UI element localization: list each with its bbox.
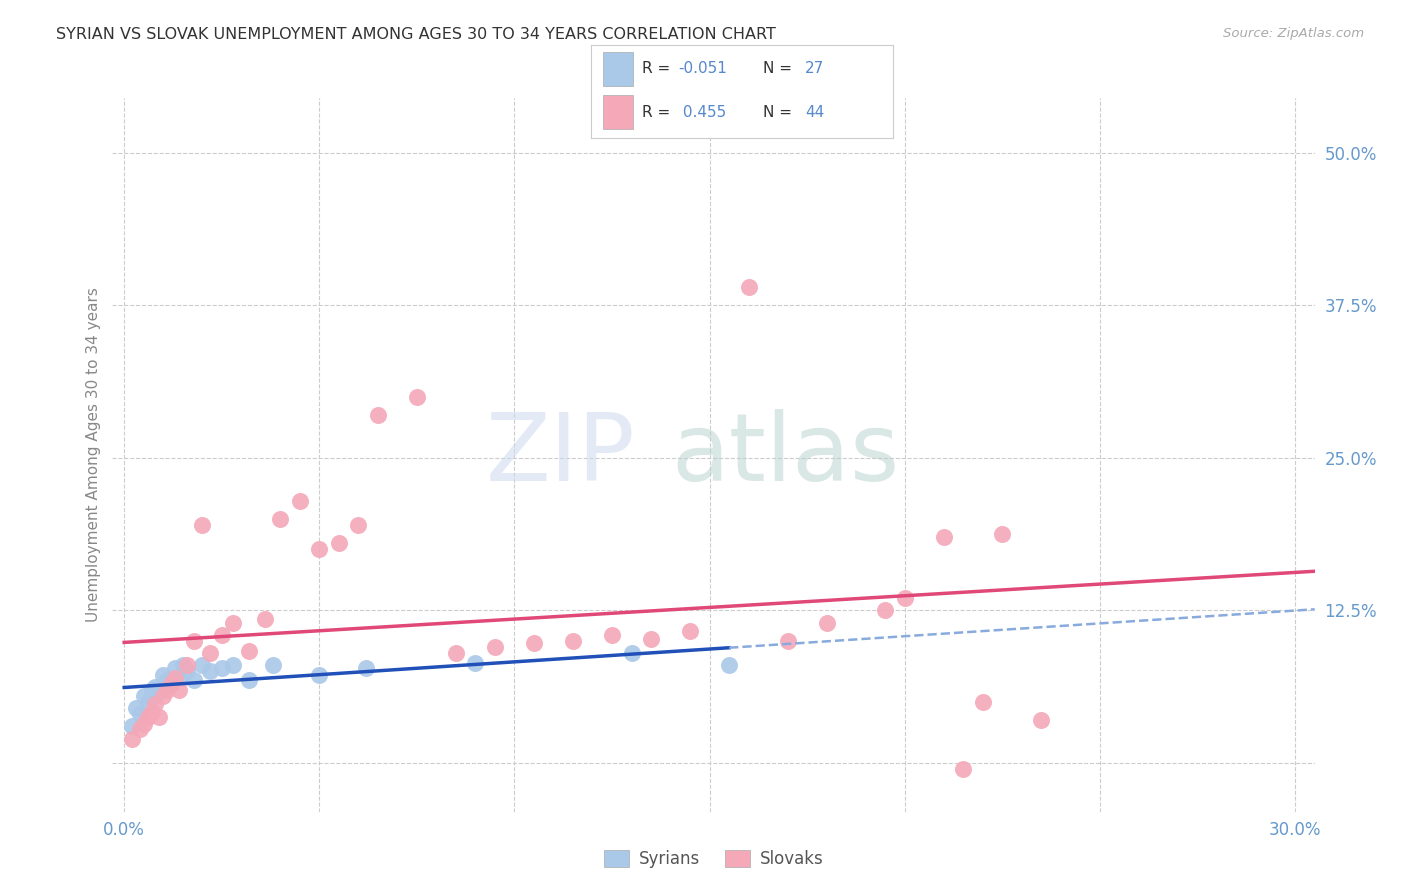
Text: Source: ZipAtlas.com: Source: ZipAtlas.com xyxy=(1223,27,1364,40)
Point xyxy=(972,695,994,709)
Point xyxy=(640,632,662,646)
Text: SYRIAN VS SLOVAK UNEMPLOYMENT AMONG AGES 30 TO 34 YEARS CORRELATION CHART: SYRIAN VS SLOVAK UNEMPLOYMENT AMONG AGES… xyxy=(56,27,776,42)
Legend: Syrians, Slovaks: Syrians, Slovaks xyxy=(598,843,830,875)
Point xyxy=(132,689,155,703)
Point xyxy=(718,658,741,673)
Text: R =: R = xyxy=(643,104,675,120)
Point xyxy=(183,634,205,648)
Text: 0.455: 0.455 xyxy=(678,104,727,120)
Point xyxy=(354,661,377,675)
Point xyxy=(152,689,174,703)
Point xyxy=(367,409,389,423)
Point xyxy=(679,624,702,639)
Text: N =: N = xyxy=(763,62,797,77)
Point xyxy=(737,280,759,294)
Point xyxy=(132,717,155,731)
Point xyxy=(156,673,179,687)
Point xyxy=(167,671,190,685)
Point xyxy=(464,656,486,670)
Point xyxy=(600,628,623,642)
Point xyxy=(183,673,205,687)
Point xyxy=(288,493,311,508)
Point xyxy=(620,646,643,660)
Point xyxy=(484,640,506,654)
Point xyxy=(991,526,1014,541)
Point xyxy=(176,658,198,673)
Point xyxy=(894,591,917,606)
Point xyxy=(176,665,198,679)
Point xyxy=(238,673,260,687)
Y-axis label: Unemployment Among Ages 30 to 34 years: Unemployment Among Ages 30 to 34 years xyxy=(86,287,101,623)
Point xyxy=(211,628,233,642)
Text: ZIP: ZIP xyxy=(486,409,636,501)
Point xyxy=(308,668,330,682)
Point xyxy=(121,731,143,746)
Point xyxy=(932,530,955,544)
Point xyxy=(562,634,585,648)
Point xyxy=(406,390,429,404)
Point xyxy=(269,512,291,526)
Point xyxy=(145,698,167,712)
Point xyxy=(160,676,183,690)
Point xyxy=(262,658,284,673)
Point xyxy=(328,536,350,550)
Point xyxy=(347,518,370,533)
Point xyxy=(198,665,221,679)
Point xyxy=(875,603,897,617)
Point xyxy=(148,709,170,723)
Point xyxy=(211,661,233,675)
Point xyxy=(172,658,194,673)
Point xyxy=(145,681,167,695)
Point xyxy=(444,646,467,660)
Point xyxy=(191,658,214,673)
Text: R =: R = xyxy=(643,62,675,77)
Point xyxy=(136,709,159,723)
Point xyxy=(776,634,799,648)
Point xyxy=(128,722,150,736)
Point xyxy=(222,615,245,630)
Point xyxy=(141,682,163,697)
Point xyxy=(160,676,183,690)
Point xyxy=(222,658,245,673)
Point xyxy=(152,668,174,682)
Point xyxy=(952,762,974,776)
Text: 27: 27 xyxy=(806,62,824,77)
Point xyxy=(128,707,150,722)
Text: N =: N = xyxy=(763,104,797,120)
Bar xyxy=(603,52,633,86)
Point xyxy=(523,636,546,650)
Text: atlas: atlas xyxy=(672,409,900,501)
Point xyxy=(121,719,143,733)
Point xyxy=(198,646,221,660)
Point xyxy=(191,518,214,533)
Point xyxy=(136,695,159,709)
Point xyxy=(238,643,260,657)
Bar xyxy=(603,95,633,129)
Point xyxy=(1031,713,1053,727)
Point xyxy=(156,682,179,697)
Point xyxy=(253,612,276,626)
Point xyxy=(815,615,838,630)
Point xyxy=(163,661,186,675)
Point xyxy=(308,542,330,557)
Text: -0.051: -0.051 xyxy=(678,62,727,77)
Point xyxy=(163,671,186,685)
Text: 44: 44 xyxy=(806,104,824,120)
Point xyxy=(125,701,148,715)
Point xyxy=(148,685,170,699)
Point xyxy=(141,705,163,719)
Point xyxy=(167,682,190,697)
